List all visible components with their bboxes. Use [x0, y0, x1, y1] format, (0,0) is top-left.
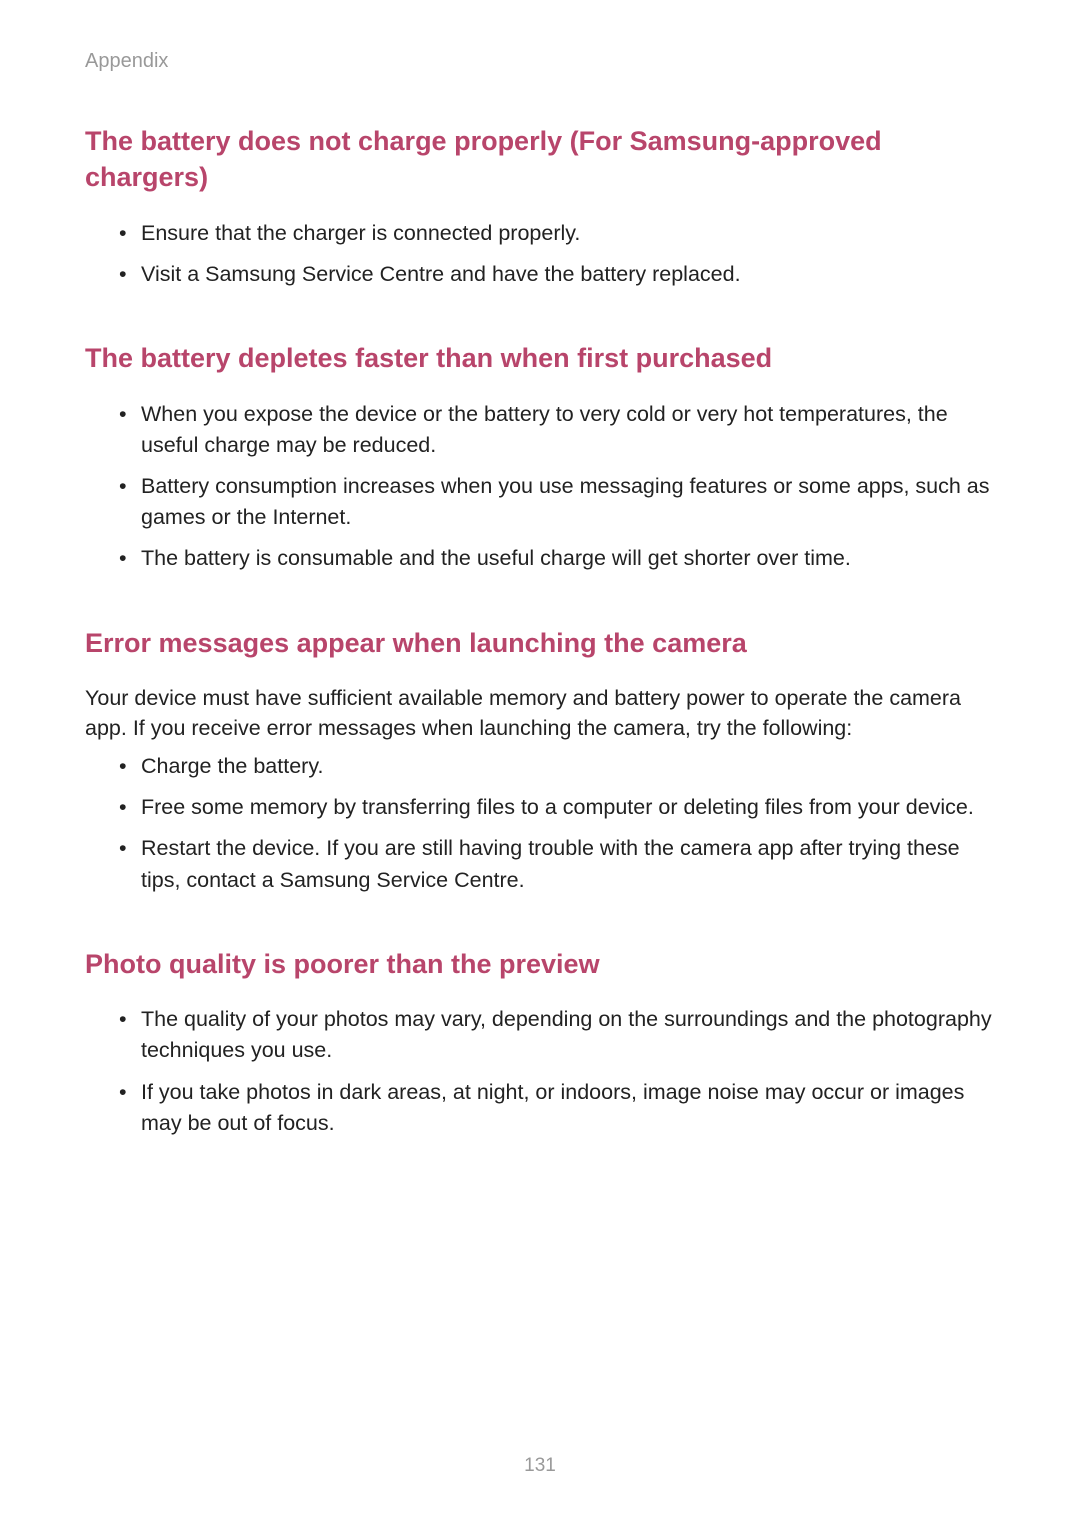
list-item: When you expose the device or the batter…: [119, 399, 995, 461]
section-paragraph: Your device must have sufficient availab…: [85, 683, 995, 743]
section-photo-quality: Photo quality is poorer than the preview…: [85, 946, 995, 1139]
list-item: The battery is consumable and the useful…: [119, 543, 995, 574]
list-item: Visit a Samsung Service Centre and have …: [119, 259, 995, 290]
bullet-list: The quality of your photos may vary, dep…: [85, 1004, 995, 1139]
section-error-camera: Error messages appear when launching the…: [85, 625, 995, 896]
page-number: 131: [0, 1455, 1080, 1477]
section-heading: Photo quality is poorer than the preview: [85, 946, 995, 982]
bullet-list: Charge the battery. Free some memory by …: [85, 751, 995, 896]
list-item: Charge the battery.: [119, 751, 995, 782]
page-container: Appendix The battery does not charge pro…: [0, 0, 1080, 1249]
section-battery-deplete: The battery depletes faster than when fi…: [85, 340, 995, 574]
section-heading: Error messages appear when launching the…: [85, 625, 995, 661]
list-item: Ensure that the charger is connected pro…: [119, 218, 995, 249]
bullet-list: When you expose the device or the batter…: [85, 399, 995, 575]
section-heading: The battery does not charge properly (Fo…: [85, 123, 995, 196]
section-battery-no-charge: The battery does not charge properly (Fo…: [85, 123, 995, 290]
header-label: Appendix: [85, 50, 995, 73]
list-item: The quality of your photos may vary, dep…: [119, 1004, 995, 1066]
section-heading: The battery depletes faster than when fi…: [85, 340, 995, 376]
list-item: Free some memory by transferring files t…: [119, 792, 995, 823]
list-item: Restart the device. If you are still hav…: [119, 833, 995, 895]
bullet-list: Ensure that the charger is connected pro…: [85, 218, 995, 290]
list-item: Battery consumption increases when you u…: [119, 471, 995, 533]
list-item: If you take photos in dark areas, at nig…: [119, 1077, 995, 1139]
